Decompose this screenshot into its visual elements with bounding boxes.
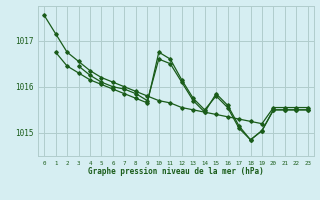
X-axis label: Graphe pression niveau de la mer (hPa): Graphe pression niveau de la mer (hPa) (88, 167, 264, 176)
